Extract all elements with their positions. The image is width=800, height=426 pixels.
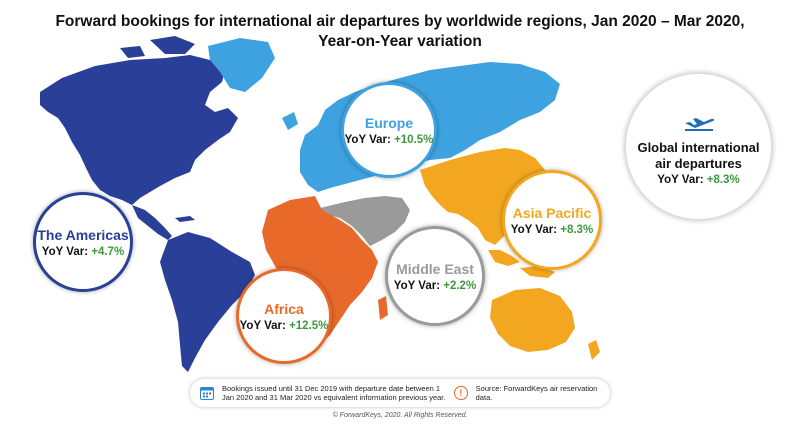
- map-title-line2: Year-on-Year variation: [318, 33, 482, 50]
- region-americas-shape: [40, 36, 255, 372]
- plane-departure-icon: [684, 117, 714, 131]
- asia-pacific-bubble: Asia Pacific YoY Var: +8.3%: [502, 170, 602, 270]
- middle-east-yoy-label: YoY Var:: [393, 279, 441, 292]
- africa-yoy: YoY Var: +12.5%: [240, 320, 329, 332]
- global-bubble: Global international air departures YoY …: [625, 73, 772, 220]
- global-line1: Global international: [637, 139, 760, 155]
- americas-yoy-label: YoY Var:: [41, 245, 89, 258]
- map-title-line1: Forward bookings for international air d…: [55, 13, 745, 30]
- global-yoy: YoY Var: +8.3%: [657, 174, 739, 186]
- middle-east-yoy: YoY Var: +2.2%: [394, 280, 476, 292]
- region-africa-shape: [262, 196, 388, 350]
- americas-name: The Americas: [37, 226, 129, 243]
- europe-name: Europe: [364, 114, 414, 131]
- africa-name: Africa: [264, 300, 304, 317]
- global-yoy-label: YoY Var:: [657, 173, 704, 186]
- europe-bubble: Europe YoY Var: +10.5%: [341, 82, 437, 178]
- footer-note: Bookings issued until 31 Dec 2019 with d…: [190, 384, 454, 402]
- map-title: Forward bookings for international air d…: [0, 12, 800, 52]
- americas-yoy: YoY Var: +4.7%: [42, 246, 124, 258]
- middle-east-name: Middle East: [396, 260, 474, 277]
- asia-pacific-yoy-value: +8.3%: [560, 223, 594, 236]
- footer-note-text: Bookings issued until 31 Dec 2019 with d…: [222, 384, 446, 402]
- middle-east-yoy-value: +2.2%: [443, 279, 477, 292]
- region-greenland-shape: [208, 38, 275, 92]
- footer-source: ! Source: ForwardKeys air reservation da…: [454, 384, 610, 402]
- europe-yoy-value: +10.5%: [394, 133, 434, 146]
- europe-yoy-label: YoY Var:: [344, 133, 391, 146]
- global-yoy-value: +8.3%: [706, 173, 740, 186]
- footer-source-text: Source: ForwardKeys air reservation data…: [475, 384, 598, 402]
- africa-bubble: Africa YoY Var: +12.5%: [236, 268, 332, 364]
- global-line2: air departures: [655, 155, 742, 171]
- region-middle-east-shape: [320, 196, 410, 246]
- americas-bubble: The Americas YoY Var: +4.7%: [33, 192, 133, 292]
- europe-yoy: YoY Var: +10.5%: [345, 134, 434, 146]
- asia-pacific-name: Asia Pacific: [512, 204, 592, 221]
- africa-yoy-label: YoY Var:: [239, 319, 286, 332]
- asia-pacific-yoy: YoY Var: +8.3%: [511, 224, 593, 236]
- calendar-icon: [200, 387, 214, 400]
- copyright: © ForwardKeys, 2020. All Rights Reserved…: [332, 412, 468, 419]
- asia-pacific-yoy-label: YoY Var:: [510, 223, 558, 236]
- africa-yoy-value: +12.5%: [289, 319, 329, 332]
- info-icon: !: [454, 386, 468, 400]
- americas-yoy-value: +4.7%: [91, 245, 125, 258]
- middle-east-bubble: Middle East YoY Var: +2.2%: [385, 226, 485, 326]
- footer-note-box: Bookings issued until 31 Dec 2019 with d…: [190, 379, 610, 407]
